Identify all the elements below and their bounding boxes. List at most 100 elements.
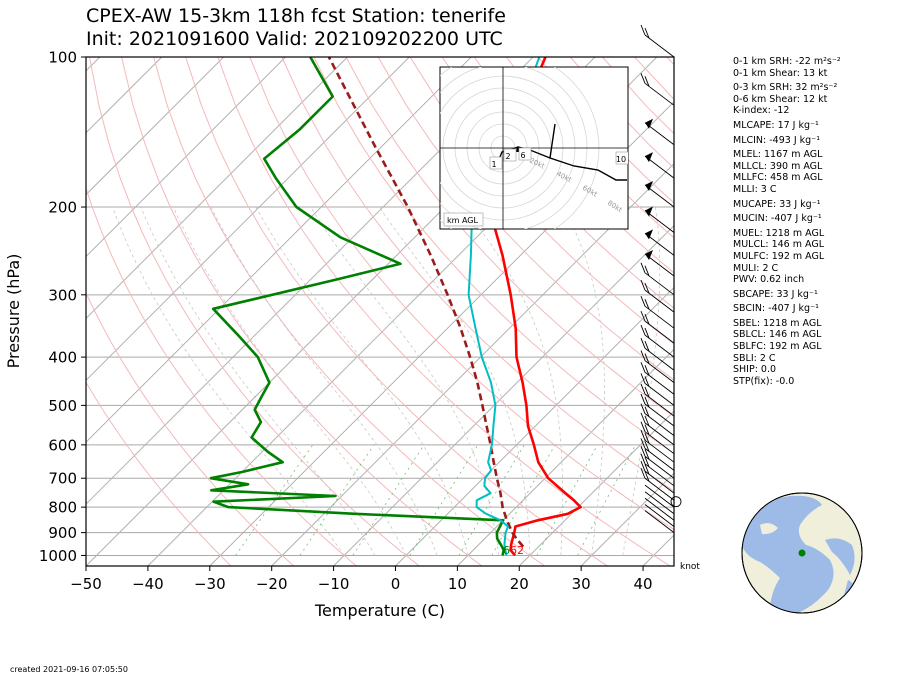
isotherm bbox=[395, 286, 674, 566]
globe-map bbox=[741, 492, 863, 614]
wind-barb-feather bbox=[644, 282, 650, 294]
hodograph-height-label: 6 bbox=[520, 151, 525, 160]
stat-line: SBCIN: -407 J kg⁻¹ bbox=[733, 303, 819, 315]
wind-barb-feather bbox=[644, 463, 650, 475]
y-tick-label: 200 bbox=[48, 199, 77, 217]
wind-barb-feather bbox=[640, 338, 646, 349]
wind-barb-feather bbox=[644, 433, 650, 444]
moist-adiabat bbox=[210, 206, 438, 556]
stat-line: STP(fix): -0.0 bbox=[733, 375, 795, 387]
stat-line: MLCIN: -493 J kg⁻¹ bbox=[733, 134, 821, 146]
stat-line: K-index: -12 bbox=[733, 105, 790, 117]
x-tick-label: −50 bbox=[70, 575, 102, 593]
wind-barb-feather bbox=[640, 430, 646, 441]
wind-barb-shaft bbox=[644, 383, 675, 406]
dry-adiabat bbox=[409, 57, 674, 345]
wind-barb-shaft bbox=[644, 463, 675, 487]
dry-adiabat bbox=[345, 57, 674, 418]
wind-barb-feather bbox=[644, 27, 650, 39]
isotherm bbox=[86, 57, 163, 134]
wind-barb-shaft bbox=[644, 455, 675, 479]
wind-barb-feather bbox=[640, 393, 646, 405]
wind-barb-flag bbox=[645, 118, 653, 129]
wind-barb-feather bbox=[644, 353, 650, 364]
wind-barb-shaft bbox=[644, 347, 675, 371]
wind-barb-feather bbox=[644, 386, 650, 398]
wind-barb-feather bbox=[640, 324, 646, 336]
wind-barb-feather bbox=[640, 453, 646, 464]
stat-line: MLEL: 1167 m AGL bbox=[733, 149, 823, 161]
dry-adiabat bbox=[441, 57, 674, 309]
hodograph-height-label: 2 bbox=[505, 152, 510, 161]
mixing-ratio-line bbox=[577, 444, 637, 556]
x-tick-label: −40 bbox=[132, 575, 164, 593]
wind-barb-feather bbox=[644, 471, 650, 482]
wind-barb-feather bbox=[640, 403, 646, 414]
created-timestamp: created 2021-09-16 07:05:50 bbox=[10, 665, 128, 674]
wind-barb-feather bbox=[640, 412, 646, 424]
wind-barb-shaft bbox=[644, 470, 675, 494]
wind-barb-feather bbox=[640, 73, 646, 84]
wind-barb-feather bbox=[640, 362, 646, 373]
wind-barb-shaft bbox=[644, 82, 675, 106]
hodograph-height-label: 10 bbox=[616, 155, 626, 164]
stat-line: MLLI: 3 C bbox=[733, 183, 777, 195]
wind-barb-shaft bbox=[644, 371, 675, 395]
moist-adiabat bbox=[464, 206, 563, 556]
isotherm bbox=[86, 57, 410, 382]
stat-line: MLLCL: 390 m AGL bbox=[733, 160, 823, 172]
stat-line: PWV: 0.62 inch bbox=[733, 274, 805, 286]
stat-line: MULFC: 192 m AGL bbox=[733, 250, 825, 262]
wind-barb-feather bbox=[644, 365, 650, 376]
x-axis-ticks: −50 −40 −30 −20 −10 0 10 20 30 40 bbox=[70, 566, 653, 593]
wind-barb-feather bbox=[644, 341, 650, 352]
wind-barb-shaft bbox=[644, 34, 675, 58]
y-axis-label: Pressure (hPa) bbox=[4, 254, 23, 369]
mixing-ratio-line bbox=[235, 444, 314, 556]
dry-adiabat bbox=[281, 57, 674, 492]
hodograph-height-box bbox=[503, 148, 517, 162]
wind-barb-feather bbox=[640, 310, 646, 322]
moist-adiabat bbox=[255, 206, 469, 556]
wind-barb-feather bbox=[644, 415, 650, 427]
moist-adiabat bbox=[563, 206, 605, 556]
stat-line: SBLCL: 146 m AGL bbox=[733, 329, 822, 341]
stat-line: 0-3 km SRH: 32 m²s⁻² bbox=[733, 82, 838, 94]
wind-barb-shaft bbox=[644, 504, 675, 527]
x-axis-label: Temperature (C) bbox=[314, 601, 445, 620]
hodograph-height-box bbox=[615, 151, 628, 165]
x-tick-label: 30 bbox=[572, 575, 591, 593]
storm-motion-vector bbox=[549, 123, 556, 159]
dry-adiabat bbox=[377, 57, 674, 381]
wind-barb-feather bbox=[644, 406, 650, 417]
stat-line: SBLFC: 192 m AGL bbox=[733, 341, 822, 353]
wind-barb-shaft bbox=[644, 403, 675, 427]
isotherm bbox=[86, 57, 348, 320]
wind-barb-feather bbox=[640, 383, 646, 395]
isotherm bbox=[457, 348, 674, 566]
isotherm bbox=[86, 57, 286, 258]
wind-barb-feather bbox=[644, 76, 650, 87]
wind-barb-feather bbox=[640, 438, 646, 449]
isotherm bbox=[518, 410, 674, 566]
wind-barb-feather bbox=[640, 279, 646, 291]
wind-barb-feather bbox=[644, 299, 650, 310]
moist-adiabat bbox=[140, 206, 376, 556]
isotherm bbox=[271, 162, 674, 566]
moist-adiabat bbox=[622, 206, 661, 556]
y-tick-label: 700 bbox=[48, 470, 77, 488]
wind-barb-feather bbox=[640, 468, 646, 479]
stats-panel: 0-1 km SRH: -22 m²s⁻² 0-1 km Shear: 13 kt… bbox=[733, 56, 841, 387]
stat-line: SBEL: 1218 m AGL bbox=[733, 317, 822, 329]
wind-barb-shaft bbox=[644, 497, 675, 521]
wind-barb-shaft bbox=[644, 360, 675, 383]
wind-barb-flag bbox=[645, 152, 653, 163]
wind-barb-shaft bbox=[644, 413, 675, 437]
y-tick-label: 300 bbox=[48, 286, 77, 304]
dry-adiabat bbox=[217, 57, 671, 566]
mixing-ratio-line bbox=[299, 444, 375, 556]
dry-adiabat bbox=[249, 57, 674, 530]
wind-barb-feather bbox=[644, 313, 650, 325]
hodograph-height-box bbox=[489, 156, 503, 170]
